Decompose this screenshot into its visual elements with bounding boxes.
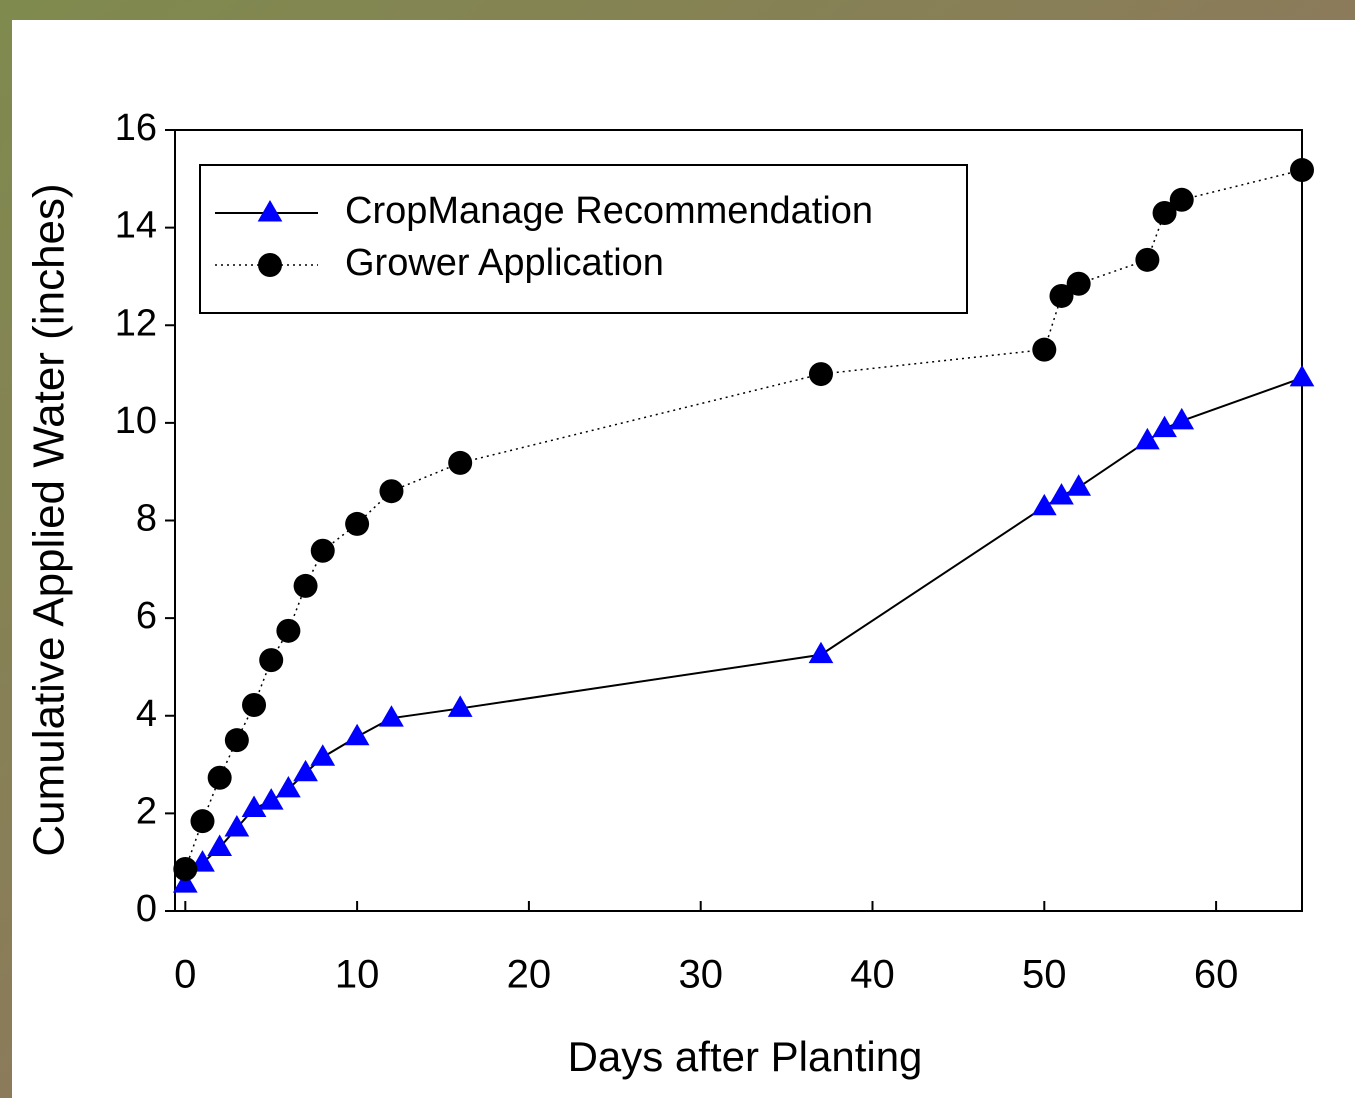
y-tick-label: 16 [115, 107, 157, 149]
y-tick-label: 2 [136, 790, 157, 832]
marker [1169, 187, 1194, 212]
marker [808, 641, 834, 664]
x-tick-label: 0 [174, 953, 196, 997]
marker [276, 775, 301, 798]
marker [1135, 247, 1160, 272]
marker [1289, 364, 1315, 387]
legend-label: Grower Application [345, 242, 664, 284]
marker [310, 744, 336, 766]
marker [1066, 474, 1092, 496]
marker [190, 809, 215, 834]
marker [224, 728, 249, 753]
x-tick-label: 30 [678, 953, 723, 997]
marker [293, 573, 318, 598]
marker [1049, 483, 1074, 505]
x-tick-label: 50 [1022, 953, 1067, 997]
marker [172, 871, 198, 893]
marker [1290, 158, 1314, 183]
marker [1152, 200, 1177, 225]
marker [259, 648, 284, 673]
marker [1152, 415, 1177, 438]
y-tick-label: 14 [115, 205, 157, 247]
marker [258, 788, 284, 810]
y-tick-label: 4 [136, 693, 157, 735]
legend-box [199, 164, 968, 314]
y-tick-label: 8 [136, 498, 157, 540]
marker [379, 705, 404, 727]
marker [1031, 493, 1057, 516]
x-tick-label: 10 [335, 953, 380, 997]
legend-marker [257, 200, 283, 222]
marker [293, 759, 318, 782]
marker [241, 795, 267, 817]
marker [173, 857, 198, 882]
marker [224, 815, 250, 837]
marker [1032, 337, 1057, 362]
x-axis-label: Days after Planting [568, 1033, 923, 1080]
marker [379, 479, 404, 504]
marker [276, 618, 301, 643]
marker [242, 693, 267, 718]
marker [207, 765, 232, 790]
y-tick-label: 12 [115, 302, 157, 344]
marker [1049, 283, 1074, 308]
marker [1066, 271, 1091, 296]
legend-label: CropManage Recommendation [345, 190, 873, 232]
y-tick-label: 10 [115, 400, 157, 442]
marker [1135, 427, 1160, 450]
legend-marker [258, 253, 282, 277]
x-tick-label: 20 [507, 953, 552, 997]
marker [310, 538, 335, 563]
marker [448, 450, 473, 475]
y-tick-label: 0 [136, 888, 157, 930]
marker [808, 362, 833, 387]
marker [345, 511, 370, 536]
marker [344, 723, 370, 746]
marker [447, 695, 473, 717]
marker [1169, 407, 1195, 430]
y-tick-label: 6 [136, 595, 157, 637]
marker [207, 834, 233, 856]
y-axis-label: Cumulative Applied Water (inches) [25, 183, 74, 856]
x-tick-label: 40 [850, 953, 895, 997]
x-tick-label: 60 [1194, 953, 1239, 997]
